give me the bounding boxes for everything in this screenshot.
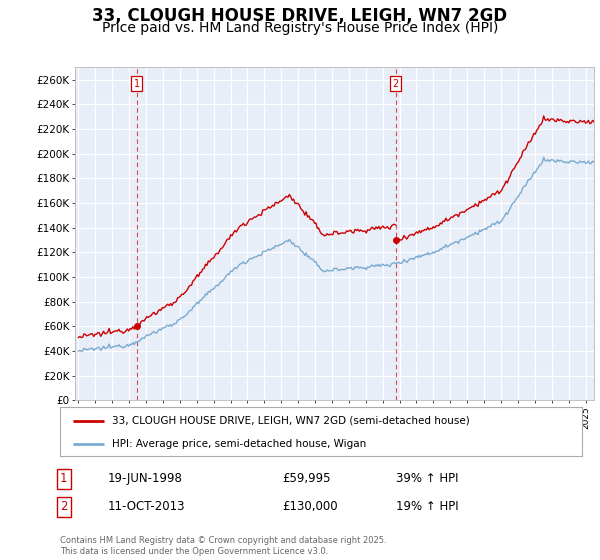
Text: 11-OCT-2013: 11-OCT-2013: [108, 500, 185, 514]
Text: 2: 2: [60, 500, 67, 514]
Text: HPI: Average price, semi-detached house, Wigan: HPI: Average price, semi-detached house,…: [112, 439, 367, 449]
Text: 39% ↑ HPI: 39% ↑ HPI: [396, 472, 458, 486]
Text: Price paid vs. HM Land Registry's House Price Index (HPI): Price paid vs. HM Land Registry's House …: [102, 21, 498, 35]
Text: 1: 1: [60, 472, 67, 486]
Text: 19-JUN-1998: 19-JUN-1998: [108, 472, 183, 486]
Text: 2: 2: [393, 79, 399, 89]
Text: 33, CLOUGH HOUSE DRIVE, LEIGH, WN7 2GD: 33, CLOUGH HOUSE DRIVE, LEIGH, WN7 2GD: [92, 7, 508, 25]
Text: £130,000: £130,000: [282, 500, 338, 514]
Text: 33, CLOUGH HOUSE DRIVE, LEIGH, WN7 2GD (semi-detached house): 33, CLOUGH HOUSE DRIVE, LEIGH, WN7 2GD (…: [112, 416, 470, 426]
Text: 1: 1: [134, 79, 140, 89]
Text: £59,995: £59,995: [282, 472, 331, 486]
Text: Contains HM Land Registry data © Crown copyright and database right 2025.
This d: Contains HM Land Registry data © Crown c…: [60, 536, 386, 556]
Text: 19% ↑ HPI: 19% ↑ HPI: [396, 500, 458, 514]
